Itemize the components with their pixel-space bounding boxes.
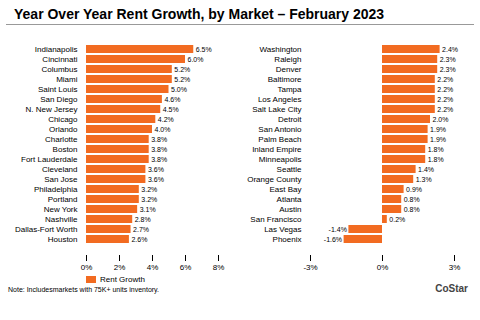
svg-text:Boston: Boston (53, 145, 78, 154)
svg-text:0.2%: 0.2% (389, 216, 405, 223)
svg-text:Dallas-Fort Worth: Dallas-Fort Worth (15, 225, 78, 234)
svg-text:Minneapolis: Minneapolis (259, 155, 302, 164)
svg-text:2.3%: 2.3% (440, 66, 456, 73)
svg-text:3%: 3% (449, 263, 461, 272)
svg-text:2%: 2% (114, 263, 126, 272)
svg-text:Charlotte: Charlotte (45, 135, 78, 144)
svg-text:3.6%: 3.6% (148, 176, 164, 183)
svg-text:Fort Lauderdale: Fort Lauderdale (21, 155, 78, 164)
svg-text:Inland Empire: Inland Empire (252, 145, 302, 154)
svg-text:3.1%: 3.1% (140, 206, 156, 213)
svg-text:6.0%: 6.0% (188, 56, 204, 63)
svg-text:Philadelphia: Philadelphia (34, 185, 78, 194)
svg-text:3.8%: 3.8% (151, 146, 167, 153)
svg-text:0.8%: 0.8% (404, 206, 420, 213)
svg-text:5.2%: 5.2% (174, 66, 190, 73)
html-text:Year Over Year Rent Growth, by: Year Over Year Rent Growth, by Market – … (14, 6, 385, 22)
svg-text:East Bay: East Bay (269, 185, 301, 194)
svg-text:San Francisco: San Francisco (250, 215, 302, 224)
svg-text:Raleigh: Raleigh (274, 55, 301, 64)
svg-text:Orange County: Orange County (247, 175, 301, 184)
svg-text:Seattle: Seattle (277, 165, 302, 174)
svg-text:Miami: Miami (56, 75, 78, 84)
svg-text:2.8%: 2.8% (135, 216, 151, 223)
svg-text:San Jose: San Jose (44, 175, 78, 184)
svg-text:-1.4%: -1.4% (329, 226, 347, 233)
svg-text:Palm Beach: Palm Beach (258, 135, 301, 144)
svg-text:3.6%: 3.6% (148, 166, 164, 173)
svg-text:Phoenix: Phoenix (273, 235, 302, 244)
svg-text:Washington: Washington (260, 45, 302, 54)
svg-text:2.2%: 2.2% (437, 106, 453, 113)
svg-text:Cleveland: Cleveland (42, 165, 78, 174)
svg-text:Nashville: Nashville (45, 215, 78, 224)
svg-text:3.8%: 3.8% (151, 156, 167, 163)
svg-text:N. New Jersey: N. New Jersey (25, 105, 77, 114)
svg-text:2.2%: 2.2% (437, 86, 453, 93)
svg-text:1.8%: 1.8% (428, 146, 444, 153)
svg-text:3.2%: 3.2% (141, 186, 157, 193)
svg-text:1.4%: 1.4% (418, 166, 434, 173)
svg-text:Cincinnati: Cincinnati (42, 55, 77, 64)
svg-text:Chicago: Chicago (48, 115, 78, 124)
svg-text:4.5%: 4.5% (163, 106, 179, 113)
svg-text:2.2%: 2.2% (437, 96, 453, 103)
svg-text:2.7%: 2.7% (133, 226, 149, 233)
svg-text:2.4%: 2.4% (442, 46, 458, 53)
svg-text:2.2%: 2.2% (437, 76, 453, 83)
svg-text:2.0%: 2.0% (433, 116, 449, 123)
svg-text:Austin: Austin (279, 205, 301, 214)
svg-text:Denver: Denver (276, 65, 302, 74)
svg-text:0%: 0% (377, 263, 389, 272)
svg-text:3.2%: 3.2% (141, 196, 157, 203)
svg-text:Detroit: Detroit (278, 115, 302, 124)
svg-text:5.0%: 5.0% (171, 86, 187, 93)
svg-text:Saint Louis: Saint Louis (38, 85, 78, 94)
svg-text:Los Angeles: Los Angeles (258, 95, 302, 104)
html-text:CoStar: CoStar (435, 283, 468, 294)
svg-text:New York: New York (44, 205, 79, 214)
svg-text:Orlando: Orlando (49, 125, 78, 134)
svg-text:4%: 4% (147, 263, 159, 272)
svg-text:6%: 6% (180, 263, 192, 272)
svg-text:Portland: Portland (48, 195, 78, 204)
svg-text:6.5%: 6.5% (196, 46, 212, 53)
svg-text:-1.6%: -1.6% (324, 236, 342, 243)
html-text:Rent Growth: Rent Growth (100, 275, 145, 284)
html-text:Note: Includesmarkets with 75K: Note: Includesmarkets with 75K+ units in… (8, 286, 159, 293)
svg-text:8%: 8% (213, 263, 225, 272)
svg-text:0.9%: 0.9% (406, 186, 422, 193)
svg-text:1.8%: 1.8% (428, 156, 444, 163)
svg-text:4.6%: 4.6% (164, 96, 180, 103)
svg-text:Tampa: Tampa (277, 85, 302, 94)
svg-text:Columbus: Columbus (41, 65, 77, 74)
svg-text:2.6%: 2.6% (131, 236, 147, 243)
svg-text:San Diego: San Diego (40, 95, 78, 104)
svg-text:0.8%: 0.8% (404, 196, 420, 203)
svg-text:Atlanta: Atlanta (277, 195, 302, 204)
svg-text:Baltimore: Baltimore (268, 75, 302, 84)
svg-text:Salt Lake City: Salt Lake City (252, 105, 301, 114)
svg-text:5.2%: 5.2% (174, 76, 190, 83)
svg-text:1.3%: 1.3% (416, 176, 432, 183)
svg-text:Indianapolis: Indianapolis (35, 45, 78, 54)
svg-text:-3%: -3% (303, 263, 317, 272)
svg-text:San Antonio: San Antonio (258, 125, 302, 134)
svg-text:3.8%: 3.8% (151, 136, 167, 143)
svg-text:Houston: Houston (48, 235, 78, 244)
svg-text:2.3%: 2.3% (440, 56, 456, 63)
svg-text:1.9%: 1.9% (430, 136, 446, 143)
svg-text:0%: 0% (81, 263, 93, 272)
svg-text:4.0%: 4.0% (155, 126, 171, 133)
svg-text:Las Vegas: Las Vegas (264, 225, 301, 234)
svg-text:4.2%: 4.2% (158, 116, 174, 123)
svg-text:1.9%: 1.9% (430, 126, 446, 133)
